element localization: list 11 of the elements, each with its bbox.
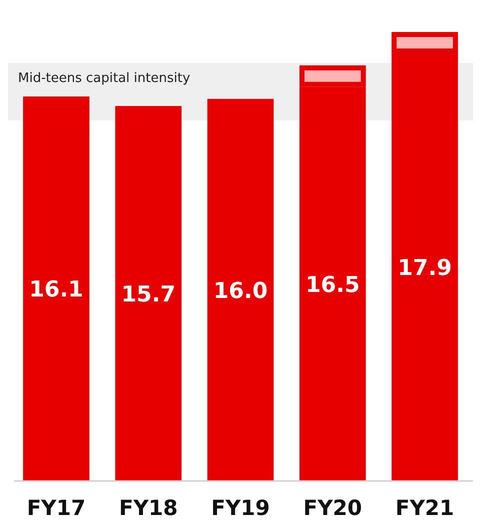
x-tick-label: FY17	[26, 496, 86, 520]
data-label: 16.5	[305, 272, 360, 298]
x-tick-label: FY21	[395, 496, 454, 520]
band-label: Mid-teens capital intensity	[18, 71, 190, 86]
data-label: 15.7	[121, 282, 176, 308]
x-tick-label: FY19	[211, 496, 270, 520]
x-tick-label: FY18	[118, 496, 178, 520]
data-label: 16.1	[29, 278, 84, 303]
x-tick-label: FY20	[303, 496, 362, 520]
data-label: 17.9	[398, 256, 452, 282]
data-label: 16.0	[213, 278, 268, 304]
